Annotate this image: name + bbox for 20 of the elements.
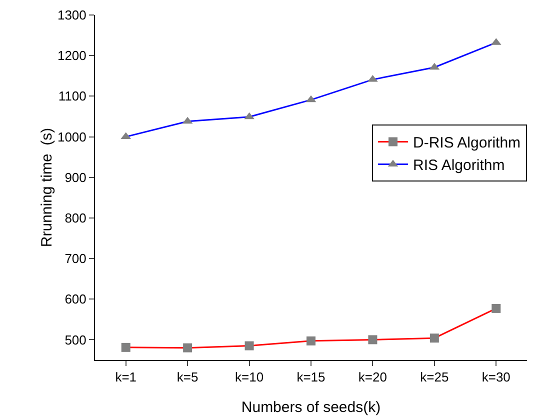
x-tick-label: k=25: [420, 370, 449, 385]
x-tick-label: k=1: [115, 370, 137, 385]
x-tick-label: k=20: [358, 370, 387, 385]
x-tick-label: k=15: [296, 370, 326, 385]
y-tick-label: 1200: [57, 48, 86, 64]
y-tick-label: 900: [64, 170, 86, 185]
y-tick-label: 600: [64, 292, 86, 307]
legend-label: D-RIS Algorithm: [413, 134, 521, 152]
x-tick-label: k=30: [482, 370, 510, 385]
legend-label: RIS Algorithm: [413, 157, 505, 174]
y-tick-label: 500: [64, 332, 86, 348]
y-tick-label: 800: [64, 210, 86, 226]
x-tick-label: k=5: [176, 370, 198, 385]
y-tick-label: 1100: [58, 88, 86, 104]
y-tick-label: 1000: [57, 129, 86, 144]
y-tick-label: 700: [64, 251, 86, 266]
y-axis-title: Rrunning time (s): [38, 128, 56, 248]
x-axis-title: Numbers of seeds(k): [241, 399, 381, 416]
y-tick-label: 1300: [57, 8, 86, 23]
x-tick-label: k=10: [235, 370, 264, 385]
